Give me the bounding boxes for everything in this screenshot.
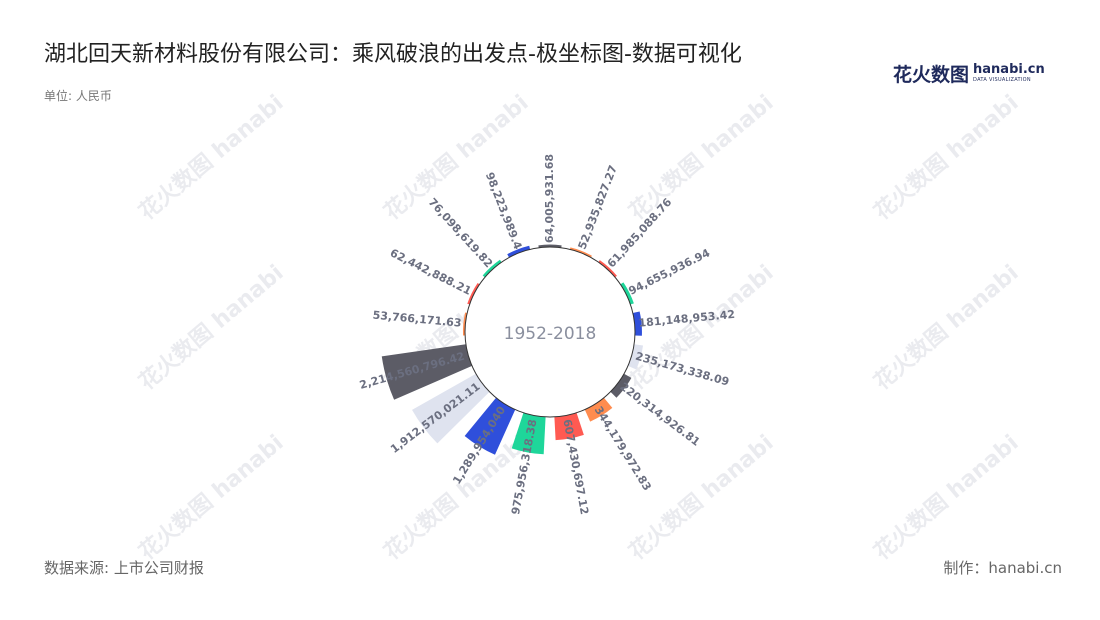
- bar-value-label: 975,956,318.38: [509, 418, 540, 515]
- bar-value-label: 76,098,619.82: [426, 196, 496, 271]
- polar-bar[interactable]: [627, 344, 644, 370]
- bar-value-label: 607,430,697.12: [560, 418, 591, 515]
- bar-value-label: 62,442,888.21: [388, 246, 474, 297]
- unit-label: 单位: 人民币: [44, 89, 112, 103]
- polar-bar[interactable]: [598, 260, 617, 278]
- polar-bar[interactable]: [610, 373, 632, 398]
- polar-bar[interactable]: [584, 397, 613, 422]
- chart-title: 湖北回天新材料股份有限公司：乘风破浪的出发点-极坐标图-数据可视化: [44, 42, 742, 67]
- polar-bar[interactable]: [482, 259, 502, 278]
- polar-bar[interactable]: [464, 397, 516, 455]
- bar-value-label: 235,173,338.09: [634, 350, 731, 389]
- logo-sub-text: DATA VISUALIZATION: [973, 77, 1031, 83]
- polar-bar[interactable]: [554, 412, 584, 441]
- bar-value-label: 53,766,171.63: [372, 309, 462, 330]
- polar-bar[interactable]: [412, 373, 490, 444]
- brand-logo[interactable]: 花火数图 hanabi.cn DATA VISUALIZATION: [893, 60, 1045, 86]
- polar-bar[interactable]: [507, 245, 531, 258]
- credit-text: 制作：hanabi.cn: [943, 559, 1062, 577]
- polar-bar[interactable]: [620, 282, 634, 305]
- bar-value-label: 52,935,827.27: [576, 163, 620, 251]
- data-source: 数据来源: 上市公司财报: [44, 559, 204, 577]
- bar-value-label: 61,985,088.76: [605, 195, 675, 270]
- bar-value-label: 220,314,926.81: [617, 380, 702, 449]
- bar-value-label: 64,005,931.68: [543, 154, 556, 243]
- center-hub: [464, 246, 636, 418]
- bar-value-label: 344,179,972.83: [592, 404, 654, 493]
- bar-value-label: 98,223,989.4: [483, 171, 525, 252]
- bar-group: [381, 244, 644, 455]
- logo-en-text: hanabi.cn: [973, 62, 1045, 77]
- bar-value-label: 94,655,936.94: [627, 246, 713, 297]
- bar-value-label: 181,148,953.42: [638, 308, 736, 330]
- logo-cn-text: 花火数图: [893, 63, 970, 86]
- logo-en-block: hanabi.cn DATA VISUALIZATION: [973, 62, 1045, 84]
- polar-bar[interactable]: [511, 412, 546, 455]
- center-label: 1952-2018: [504, 324, 597, 344]
- polar-bar[interactable]: [381, 344, 473, 400]
